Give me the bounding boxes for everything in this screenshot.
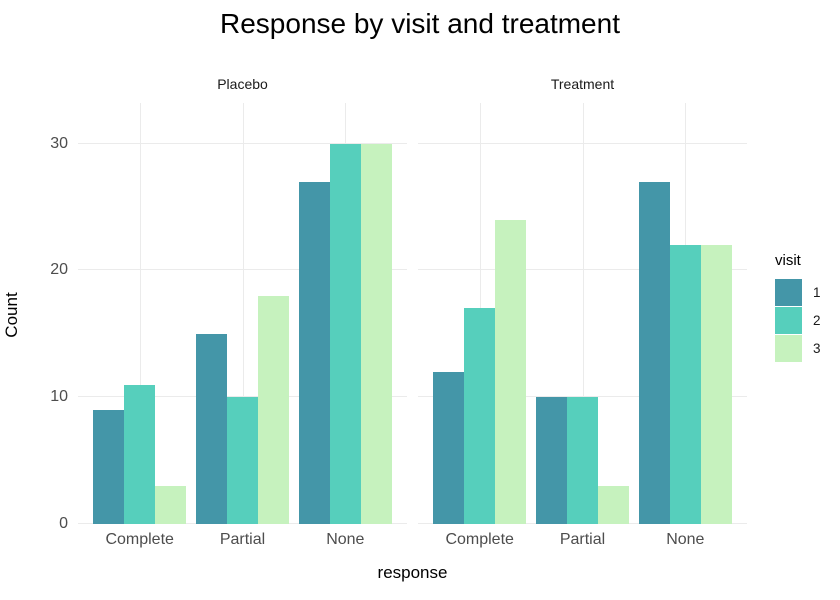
y-tick-label: 0 bbox=[59, 515, 68, 532]
facet-strip-label: Treatment bbox=[550, 76, 615, 92]
x-axis-title: response bbox=[377, 563, 448, 582]
bar bbox=[536, 397, 568, 524]
gridline-vertical bbox=[582, 103, 584, 524]
legend-item: 1 bbox=[775, 279, 821, 306]
legend-items: 1 2 3 bbox=[775, 279, 821, 362]
bar bbox=[360, 143, 392, 524]
legend-key-swatch bbox=[775, 335, 802, 362]
bar bbox=[700, 245, 732, 524]
bar bbox=[124, 384, 156, 524]
bar bbox=[495, 219, 526, 524]
legend-key-swatch bbox=[775, 279, 802, 306]
x-tick-label: None bbox=[666, 531, 705, 548]
bar bbox=[257, 295, 289, 524]
chart-title: Response by visit and treatment bbox=[220, 8, 620, 39]
legend-item-label: 1 bbox=[813, 285, 821, 300]
bar bbox=[669, 245, 701, 524]
bar bbox=[329, 143, 361, 524]
facet-strip-label: Placebo bbox=[217, 76, 268, 92]
legend: visit 1 2 3 bbox=[775, 252, 821, 363]
bar bbox=[93, 409, 125, 524]
bar bbox=[433, 371, 465, 524]
legend-item: 3 bbox=[775, 335, 821, 362]
legend-title: visit bbox=[775, 252, 801, 269]
bar bbox=[567, 397, 598, 524]
bar bbox=[227, 397, 258, 524]
x-tick-label: Partial bbox=[559, 531, 606, 548]
facet-panel bbox=[418, 103, 747, 524]
bar bbox=[464, 308, 496, 524]
y-tick-label: 10 bbox=[50, 388, 68, 406]
x-tick-label: None bbox=[326, 531, 365, 548]
bar bbox=[196, 333, 228, 524]
bar bbox=[299, 181, 330, 524]
bar bbox=[155, 485, 186, 524]
bar bbox=[639, 181, 670, 524]
x-tick-label: Complete bbox=[105, 531, 174, 548]
x-tick-label: Complete bbox=[445, 531, 514, 548]
x-tick-label: Partial bbox=[219, 531, 266, 548]
legend-item: 2 bbox=[775, 307, 821, 334]
legend-item-label: 2 bbox=[813, 313, 821, 328]
y-tick-label: 20 bbox=[50, 261, 68, 279]
y-axis-title: Count bbox=[2, 292, 21, 338]
y-tick-label: 30 bbox=[50, 134, 68, 152]
gridline-vertical bbox=[139, 103, 141, 524]
bar bbox=[597, 485, 629, 524]
gridline-vertical bbox=[242, 103, 244, 524]
facet-panel bbox=[78, 103, 407, 524]
legend-item-label: 3 bbox=[813, 341, 821, 356]
legend-key-swatch bbox=[775, 307, 802, 334]
